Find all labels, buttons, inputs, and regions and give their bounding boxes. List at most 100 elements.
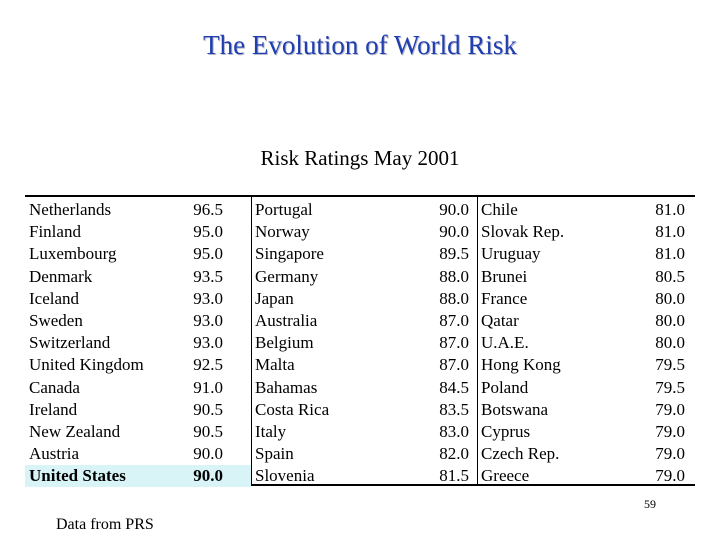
table-row: Qatar 80.0	[477, 310, 695, 332]
country-name: Bahamas	[255, 377, 318, 397]
country-name: Malta	[255, 355, 295, 375]
country-name: Brunei	[481, 266, 528, 286]
country-name: Sweden	[29, 310, 83, 330]
table-row: Finland 95.0	[25, 221, 251, 243]
risk-rating: 87.0	[439, 333, 469, 353]
country-name: Botswana	[481, 399, 549, 419]
country-name: Italy	[255, 421, 287, 441]
country-name: Iceland	[29, 288, 80, 308]
page-number: 59	[644, 497, 656, 511]
country-name: Germany	[255, 266, 319, 286]
table-column: Chile 81.0 Slovak Rep. 81.0 Uruguay 81.0 Brune…	[477, 199, 695, 487]
risk-rating: 96.5	[193, 200, 223, 219]
risk-rating: 81.5	[439, 466, 469, 486]
table-row: Switzerland 93.0	[25, 332, 251, 354]
table-row: Slovak Rep. 81.0	[477, 221, 695, 243]
country-name: Chile	[481, 200, 518, 219]
table-row: Hong Kong 79.5	[477, 354, 695, 376]
risk-rating: 90.5	[193, 421, 223, 441]
table-row: Bahamas 84.5	[251, 377, 477, 399]
country-name: New Zealand	[29, 421, 121, 441]
table-row: Botswana 79.0	[477, 399, 695, 421]
table-row: Uruguay 81.0	[477, 243, 695, 265]
table-row: Denmark 93.5	[25, 266, 251, 288]
country-name: Spain	[255, 444, 294, 464]
risk-rating: 80.0	[655, 333, 685, 353]
risk-rating: 81.0	[655, 222, 685, 242]
table-row: Poland 79.5	[477, 377, 695, 399]
country-name: Singapore	[255, 244, 324, 264]
table-row: Belgium 87.0	[251, 332, 477, 354]
country-name: United States	[29, 466, 126, 486]
table-row: United Kingdom 92.5	[25, 354, 251, 376]
table-row: Greece 79.0	[477, 465, 695, 487]
risk-rating: 93.0	[193, 288, 223, 308]
risk-rating: 90.0	[439, 222, 469, 242]
country-name: Czech Rep.	[481, 444, 560, 464]
risk-rating: 79.0	[655, 444, 685, 464]
column-divider	[251, 197, 252, 484]
table-row: Netherlands 96.5	[25, 199, 251, 221]
table-row: Czech Rep. 79.0	[477, 443, 695, 465]
risk-rating: 93.5	[193, 266, 223, 286]
table-row: Germany 88.0	[251, 266, 477, 288]
country-name: United Kingdom	[29, 355, 144, 375]
country-name: Luxembourg	[29, 244, 117, 264]
risk-rating: 90.5	[193, 399, 223, 419]
country-name: Slovak Rep.	[481, 222, 565, 242]
risk-rating: 82.0	[439, 444, 469, 464]
table-column: Netherlands 96.5 Finland 95.0 Luxembourg 95.0…	[25, 199, 251, 488]
country-name: Ireland	[29, 399, 78, 419]
risk-ratings-table: Netherlands 96.5 Finland 95.0 Luxembourg 95.0…	[25, 195, 695, 488]
table-row: Australia 87.0	[251, 310, 477, 332]
risk-rating: 80.0	[655, 310, 685, 330]
table-row: Canada 91.0	[25, 377, 251, 399]
country-name: Belgium	[255, 333, 314, 353]
country-name: Uruguay	[481, 244, 541, 264]
table-row: Malta 87.0	[251, 354, 477, 376]
risk-rating: 93.0	[193, 333, 223, 353]
table-row: Italy 83.0	[251, 421, 477, 443]
country-name: Portugal	[255, 200, 313, 219]
table-row: Sweden 93.0	[25, 310, 251, 332]
risk-rating: 92.5	[193, 355, 223, 375]
country-name: Slovenia	[255, 466, 315, 486]
source-note: Data from PRS	[56, 516, 154, 533]
table-title: Risk Ratings May 2001	[260, 146, 460, 170]
risk-rating: 90.0	[193, 466, 223, 486]
risk-rating: 79.0	[655, 466, 685, 486]
slide-title: The Evolution of World Risk	[203, 30, 517, 60]
country-name: Japan	[255, 288, 294, 308]
risk-rating: 90.0	[193, 444, 223, 464]
country-name: Netherlands	[29, 200, 112, 219]
table-row: Japan 88.0	[251, 288, 477, 310]
risk-rating: 79.5	[655, 377, 685, 397]
country-name: Switzerland	[29, 333, 111, 353]
country-name: Cyprus	[481, 421, 531, 441]
country-name: Qatar	[481, 310, 519, 330]
table-row: United States 90.0	[25, 465, 251, 488]
table-row: Portugal 90.0	[251, 199, 477, 221]
risk-rating: 95.0	[193, 244, 223, 264]
risk-rating: 91.0	[193, 377, 223, 397]
risk-rating: 88.0	[439, 266, 469, 286]
table-row: Chile 81.0	[477, 199, 695, 221]
country-name: Costa Rica	[255, 399, 330, 419]
table-row: Cyprus 79.0	[477, 421, 695, 443]
risk-rating: 80.0	[655, 288, 685, 308]
risk-rating: 88.0	[439, 288, 469, 308]
table-row: Norway 90.0	[251, 221, 477, 243]
table-row: Slovenia 81.5	[251, 465, 477, 487]
risk-rating: 80.5	[655, 266, 685, 286]
country-name: Hong Kong	[481, 355, 561, 375]
risk-rating: 79.5	[655, 355, 685, 375]
country-name: Denmark	[29, 266, 93, 286]
risk-rating: 83.0	[439, 421, 469, 441]
country-name: Greece	[481, 466, 530, 486]
table-row: Ireland 90.5	[25, 399, 251, 421]
table-row: U.A.E. 80.0	[477, 332, 695, 354]
country-name: Canada	[29, 377, 80, 397]
risk-rating: 81.0	[655, 244, 685, 264]
risk-rating: 84.5	[439, 377, 469, 397]
table-row: Spain 82.0	[251, 443, 477, 465]
